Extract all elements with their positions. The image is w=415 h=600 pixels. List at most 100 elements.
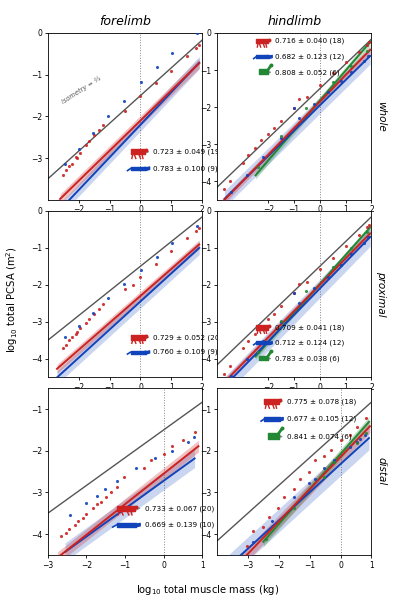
Point — [132, 502, 139, 511]
Point — [122, 107, 128, 116]
Point — [269, 516, 275, 526]
Point — [76, 144, 82, 154]
Point — [90, 503, 97, 513]
Text: 0.775 ± 0.078 (18): 0.775 ± 0.078 (18) — [287, 398, 356, 405]
Point — [250, 526, 256, 536]
Point — [168, 238, 175, 248]
Point — [100, 299, 107, 309]
Point — [268, 60, 275, 70]
Point — [94, 491, 100, 500]
Point — [266, 512, 272, 521]
Point — [366, 220, 373, 229]
Point — [63, 340, 70, 350]
Point — [228, 188, 234, 197]
Point — [196, 40, 203, 49]
Point — [221, 369, 227, 379]
Point — [168, 247, 175, 256]
Point — [239, 158, 246, 167]
Point — [257, 136, 264, 145]
Point — [259, 152, 266, 162]
Point — [193, 221, 200, 231]
Point — [129, 280, 136, 290]
Text: 0.716 ± 0.040 (18): 0.716 ± 0.040 (18) — [275, 38, 344, 44]
Text: proximal: proximal — [376, 271, 386, 317]
Point — [69, 160, 76, 169]
Point — [296, 475, 303, 484]
Point — [330, 68, 336, 78]
Point — [250, 537, 256, 547]
Point — [365, 51, 372, 61]
Point — [153, 260, 159, 269]
Point — [296, 279, 303, 289]
Point — [348, 61, 355, 70]
Point — [265, 129, 272, 139]
Point — [353, 437, 360, 446]
Text: 0.729 ± 0.052 (20): 0.729 ± 0.052 (20) — [154, 334, 223, 341]
Point — [63, 529, 70, 538]
Point — [364, 223, 370, 232]
Point — [291, 103, 298, 113]
Point — [222, 571, 229, 581]
Text: 0.760 ± 0.109 (9): 0.760 ± 0.109 (9) — [154, 349, 218, 355]
Point — [304, 277, 310, 287]
Point — [342, 57, 349, 67]
Point — [82, 498, 89, 508]
Text: 0.677 ± 0.105 (12): 0.677 ± 0.105 (12) — [287, 416, 356, 422]
Text: 0.709 ± 0.041 (18): 0.709 ± 0.041 (18) — [275, 324, 344, 331]
Point — [114, 482, 121, 492]
Point — [138, 265, 144, 275]
Point — [348, 244, 355, 253]
Point — [291, 288, 298, 298]
Point — [330, 455, 337, 465]
Point — [321, 463, 328, 473]
Point — [342, 241, 349, 251]
Point — [361, 238, 368, 248]
Point — [122, 284, 128, 294]
Point — [138, 77, 144, 87]
Point — [75, 516, 81, 526]
Text: 0.783 ± 0.038 (6): 0.783 ± 0.038 (6) — [275, 355, 340, 362]
Point — [276, 395, 283, 404]
Point — [98, 497, 105, 506]
Point — [121, 96, 128, 106]
Point — [74, 153, 81, 163]
Point — [137, 272, 144, 281]
Point — [232, 555, 238, 565]
Point — [252, 143, 259, 153]
Point — [95, 304, 102, 314]
Point — [364, 40, 370, 50]
Point — [153, 78, 159, 88]
Point — [61, 160, 68, 169]
Point — [330, 458, 337, 467]
Text: forelimb: forelimb — [99, 15, 151, 28]
Point — [74, 328, 81, 337]
Point — [321, 472, 328, 481]
Point — [72, 152, 79, 162]
Point — [363, 428, 369, 438]
Point — [60, 170, 66, 179]
Point — [257, 322, 264, 331]
Text: log$_{10}$ total PCSA (m$^{2}$): log$_{10}$ total PCSA (m$^{2}$) — [4, 247, 20, 353]
Point — [86, 136, 93, 145]
Point — [89, 128, 96, 138]
Point — [94, 499, 100, 509]
Point — [312, 455, 318, 465]
Point — [356, 434, 363, 444]
Point — [355, 230, 362, 239]
Point — [303, 287, 310, 296]
Point — [221, 184, 227, 193]
Text: 0.808 ± 0.052 (6): 0.808 ± 0.052 (6) — [275, 69, 340, 76]
Point — [279, 424, 286, 433]
Point — [183, 233, 190, 243]
Point — [66, 524, 72, 534]
Text: log$_{10}$ total muscle mass (kg): log$_{10}$ total muscle mass (kg) — [136, 583, 279, 597]
Point — [77, 148, 83, 158]
Point — [330, 77, 336, 87]
Point — [295, 113, 302, 123]
Point — [325, 88, 332, 97]
Point — [184, 437, 191, 446]
Point — [196, 224, 203, 233]
Point — [311, 283, 317, 292]
Text: 0.723 ± 0.049 (19): 0.723 ± 0.049 (19) — [154, 149, 223, 155]
Point — [347, 443, 354, 452]
